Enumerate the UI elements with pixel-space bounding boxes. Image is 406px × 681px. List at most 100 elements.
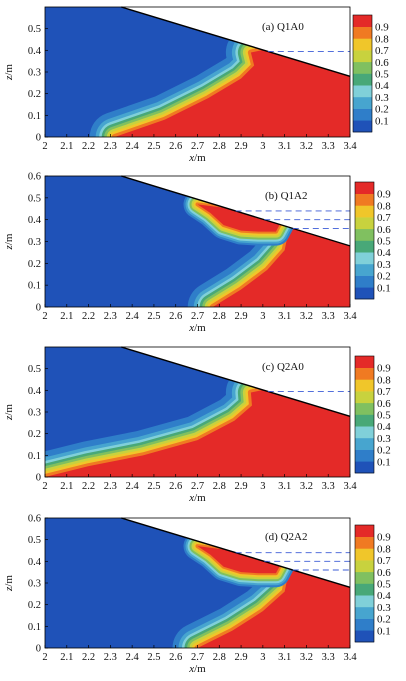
colorbar: 0.10.20.30.40.50.60.70.80.9 bbox=[352, 14, 389, 133]
surface-line bbox=[121, 346, 351, 418]
x-tick-label: 3.4 bbox=[343, 311, 357, 322]
y-tick-label: 0.5 bbox=[28, 193, 41, 204]
colorbar-swatch bbox=[353, 61, 372, 74]
colorbar-swatch bbox=[355, 263, 374, 276]
x-tick-label: 2.2 bbox=[82, 311, 95, 322]
colorbar-tick-label: 0.4 bbox=[377, 247, 391, 259]
y-tick-label: 0.2 bbox=[28, 259, 41, 270]
y-axis-label: z/m bbox=[3, 233, 15, 250]
x-tick-label: 3.1 bbox=[278, 311, 291, 322]
y-tick-label: 0.1 bbox=[28, 451, 41, 462]
colorbar-tick-label: 0.9 bbox=[377, 363, 391, 375]
x-tick-label: 2.4 bbox=[126, 481, 140, 492]
panel-label: (d) Q2A2 bbox=[265, 531, 307, 543]
colorbar: 0.10.20.30.40.50.60.70.80.9 bbox=[354, 181, 391, 300]
panel-label-box bbox=[263, 189, 327, 202]
colorbar-tick-label: 0.7 bbox=[377, 386, 391, 398]
x-axis-label: x/m bbox=[188, 492, 206, 504]
x-tick-label: 2.2 bbox=[82, 652, 95, 663]
x-tick-label: 2.3 bbox=[104, 311, 117, 322]
y-axis-var: z bbox=[3, 586, 15, 592]
panel-3: 2 2.1 2.2 2.3 2.4 2.5 2.6 2.7 2.8 2.9 3 3.1 3.2 3.3 3.… bbox=[3, 346, 391, 504]
x-tick-label: 2.3 bbox=[104, 141, 117, 152]
colorbar-tick-label: 0.8 bbox=[377, 374, 391, 386]
colorbar-tick-label: 0.1 bbox=[375, 115, 389, 127]
x-tick-label: 2.1 bbox=[60, 481, 73, 492]
x-tick-label: 2.4 bbox=[126, 141, 140, 152]
x-tick-label: 2.2 bbox=[82, 481, 95, 492]
colorbar-tick-label: 0.4 bbox=[377, 421, 391, 433]
x-tick-label: 2.3 bbox=[104, 481, 117, 492]
x-tick-label: 2.7 bbox=[191, 481, 204, 492]
colorbar-tick-label: 0.2 bbox=[377, 445, 391, 457]
x-tick-label: 2.1 bbox=[60, 141, 73, 152]
x-tick-label: 2.1 bbox=[60, 311, 73, 322]
y-tick-label: 0.1 bbox=[28, 622, 41, 633]
colorbar-swatch bbox=[355, 252, 374, 265]
y-axis-unit: /m bbox=[3, 233, 15, 245]
x-tick-label: 2 bbox=[42, 481, 47, 492]
x-tick-label: 3 bbox=[260, 141, 265, 152]
y-axis-label: z/m bbox=[3, 404, 15, 421]
y-tick-label: 0 bbox=[36, 644, 41, 655]
panel-label-box bbox=[260, 20, 324, 33]
colorbar-swatch bbox=[353, 85, 372, 98]
y-tick-label: 0 bbox=[36, 133, 41, 144]
colorbar-swatch bbox=[353, 50, 372, 63]
y-tick-label: 0 bbox=[36, 303, 41, 314]
panel-4: 2 2.1 2.2 2.3 2.4 2.5 2.6 2.7 2.8 2.9 3 3.1 3.2 3.3 3.… bbox=[3, 514, 391, 676]
colorbar-tick-label: 0.9 bbox=[375, 22, 389, 34]
y-axis-var: z bbox=[3, 244, 15, 250]
panel-2: 2 2.1 2.2 2.3 2.4 2.5 2.6 2.7 2.8 2.9 3 3.1 3.2 3.3 3.… bbox=[3, 172, 391, 335]
pocket-core bbox=[197, 204, 285, 232]
x-tick-label: 2.5 bbox=[147, 481, 160, 492]
colorbar-swatch bbox=[355, 595, 374, 608]
colorbar-frame bbox=[354, 181, 375, 300]
x-tick-label: 3.4 bbox=[343, 652, 357, 663]
colorbar-swatch bbox=[355, 583, 374, 596]
x-tick-label: 2.8 bbox=[213, 311, 226, 322]
colorbar-swatch bbox=[353, 15, 372, 27]
y-tick-label: 0.3 bbox=[28, 68, 41, 79]
x-tick-label: 3.3 bbox=[322, 311, 335, 322]
x-axis-var: x bbox=[188, 152, 194, 164]
colorbar-tick-label: 0.2 bbox=[375, 104, 389, 116]
colorbar-swatch bbox=[355, 449, 374, 462]
colorbar-swatch bbox=[355, 402, 374, 415]
y-tick-label: 0.6 bbox=[28, 172, 41, 183]
x-tick-label: 2.9 bbox=[235, 141, 248, 152]
colorbar-swatch bbox=[355, 461, 374, 474]
colorbar-swatch bbox=[355, 391, 374, 404]
y-tick-label: 0.5 bbox=[28, 24, 41, 35]
colorbar-tick-label: 0.6 bbox=[375, 57, 389, 69]
colorbar: 0.10.20.30.40.50.60.70.80.9 bbox=[354, 355, 391, 474]
colorbar-tick-label: 0.1 bbox=[377, 456, 391, 468]
colorbar-swatch bbox=[353, 120, 372, 133]
y-axis-label: z/m bbox=[3, 575, 15, 592]
colorbar-tick-label: 0.5 bbox=[375, 69, 389, 81]
colorbar-swatch bbox=[355, 275, 374, 288]
y-axis-var: z bbox=[3, 75, 15, 81]
x-tick-label: 2.6 bbox=[169, 141, 182, 152]
colorbar: 0.10.20.30.40.50.60.70.80.9 bbox=[354, 524, 391, 643]
y-tick-label: 0.2 bbox=[28, 600, 41, 611]
colorbar-tick-label: 0.8 bbox=[377, 200, 391, 212]
x-tick-label: 2.2 bbox=[82, 141, 95, 152]
colorbar-swatch bbox=[355, 426, 374, 439]
x-tick-label: 3.1 bbox=[278, 141, 291, 152]
x-tick-label: 2.4 bbox=[126, 311, 140, 322]
colorbar-tick-label: 0.4 bbox=[375, 80, 389, 92]
colorbar-tick-label: 0.7 bbox=[377, 212, 391, 224]
x-tick-label: 2.9 bbox=[235, 311, 248, 322]
colorbar-swatch bbox=[355, 205, 374, 218]
pocket-core bbox=[197, 546, 285, 574]
x-axis-label: x/m bbox=[188, 152, 206, 164]
x-tick-label: 2.7 bbox=[191, 141, 204, 152]
colorbar-swatch bbox=[355, 287, 374, 300]
x-tick-label: 2.9 bbox=[235, 481, 248, 492]
colorbar-swatch bbox=[355, 606, 374, 619]
x-tick-label: 2 bbox=[42, 311, 47, 322]
x-axis-unit: /m bbox=[194, 152, 206, 164]
y-tick-label: 0.1 bbox=[28, 111, 41, 122]
